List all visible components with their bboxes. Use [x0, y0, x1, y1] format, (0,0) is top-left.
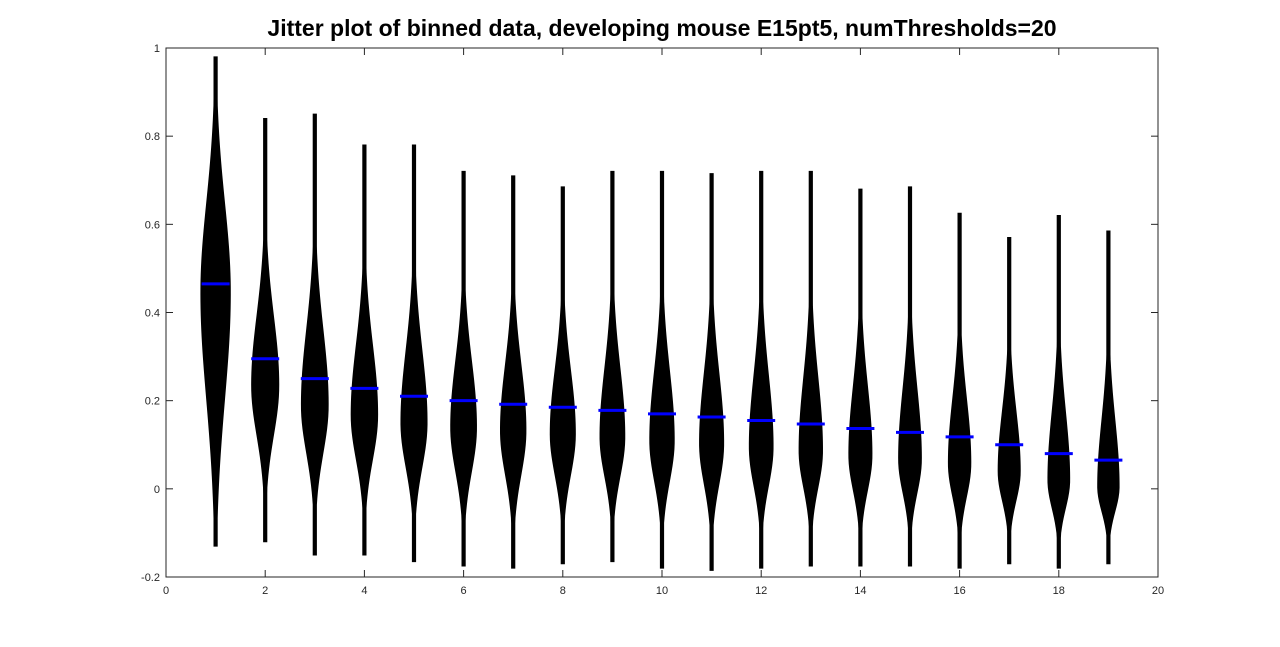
y-axis: -0.2 0 0.2 0.4 0.6 0.8 1 [141, 43, 1158, 584]
x-tick-label: 0 [163, 585, 169, 597]
violin-10 [649, 170, 675, 569]
y-tick-label: -0.2 [141, 572, 160, 584]
violin-11 [699, 173, 725, 571]
x-axis: 0 2 4 6 8 10 12 14 16 18 20 [163, 48, 1164, 597]
y-tick-label: 0.2 [145, 396, 160, 408]
chart-title: Jitter plot of binned data, developing m… [267, 15, 1057, 41]
x-tick-label: 18 [1053, 585, 1065, 597]
x-tick-label: 14 [854, 585, 866, 597]
violin-7 [499, 175, 527, 569]
violin-15 [898, 186, 922, 567]
x-tick-label: 2 [262, 585, 268, 597]
y-tick-label: 1 [154, 43, 160, 55]
y-tick-label: 0.4 [145, 308, 160, 320]
violin-4 [350, 144, 379, 556]
x-tick-label: 20 [1152, 585, 1164, 597]
x-tick-label: 8 [560, 585, 566, 597]
violin-5 [400, 144, 428, 563]
x-tick-label: 6 [461, 585, 467, 597]
violins [200, 56, 1123, 571]
violin-14 [848, 188, 873, 567]
y-tick-label: 0.6 [145, 219, 160, 231]
x-tick-label: 12 [755, 585, 767, 597]
y-tick-label: 0 [154, 484, 160, 496]
violin-19 [1097, 230, 1120, 565]
violin-1 [200, 56, 231, 547]
x-tick-label: 10 [656, 585, 668, 597]
violin-16 [947, 212, 972, 569]
x-tick-label: 16 [953, 585, 965, 597]
violin-13 [798, 170, 823, 567]
violin-17 [997, 237, 1021, 565]
y-tick-label: 0.8 [145, 131, 160, 143]
violin-2 [251, 118, 280, 543]
x-tick-label: 4 [361, 585, 367, 597]
violin-12 [748, 170, 774, 569]
violin-6 [450, 170, 477, 567]
violin-3 [300, 113, 329, 556]
violin-9 [599, 170, 626, 563]
violin-8 [549, 186, 576, 565]
